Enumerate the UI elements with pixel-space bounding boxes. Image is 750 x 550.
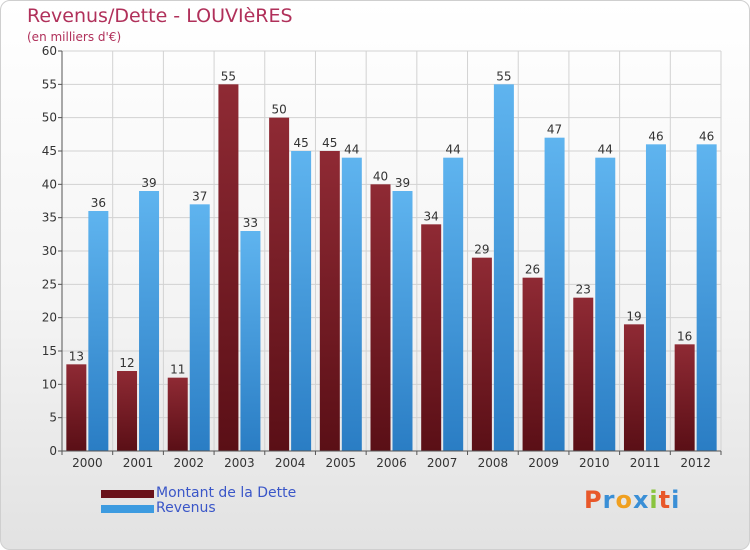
legend-label-revenus: Revenus [156, 500, 216, 516]
y-tick-label: 55 [42, 77, 57, 91]
chart-subtitle: (en milliers d'€) [27, 30, 122, 44]
data-label-dette-2007: 34 [424, 209, 439, 223]
x-tick-label-2011: 2011 [630, 456, 661, 470]
x-tick-label-2010: 2010 [579, 456, 610, 470]
y-tick-label: 20 [42, 311, 57, 325]
data-label-dette-2008: 29 [474, 243, 489, 257]
bars: 13 36 12 39 11 37 55 33 50 45 45 44 40 39 34 44 29 55 26 47… [66, 69, 717, 452]
logo-letter: x [632, 486, 650, 514]
data-label-dette-2002: 11 [170, 363, 185, 377]
bar-revenus-2009 [544, 137, 565, 451]
logo-letter: t [658, 486, 672, 514]
bar-dette-2000 [66, 364, 87, 451]
legend-swatch-revenus [101, 505, 154, 513]
x-tick-label-2003: 2003 [224, 456, 255, 470]
data-label-dette-2012: 16 [677, 329, 692, 343]
bar-revenus-2001 [139, 191, 160, 451]
y-tick-label: 40 [42, 177, 57, 191]
legend-swatch-debt [101, 490, 154, 498]
bar-dette-2007 [421, 224, 442, 451]
bar-dette-2010 [573, 297, 594, 451]
proxiti-logo: Proxiti [584, 486, 680, 514]
data-label-revenus-2012: 46 [699, 129, 714, 143]
y-tick-label: 30 [42, 244, 57, 258]
bar-dette-2011 [623, 324, 644, 451]
bar-revenus-2008 [493, 84, 514, 451]
bar-revenus-2012 [696, 144, 717, 452]
x-tick-label-2001: 2001 [123, 456, 154, 470]
bar-dette-2005 [319, 151, 340, 451]
bar-revenus-2000 [88, 211, 109, 451]
data-label-dette-2009: 26 [525, 263, 540, 277]
bar-revenus-2011 [645, 144, 666, 452]
bar-dette-2006 [370, 184, 391, 452]
data-label-dette-2010: 23 [576, 283, 591, 297]
data-label-revenus-2008: 55 [496, 69, 511, 83]
chart-title: Revenus/Dette - LOUVIèRES [27, 5, 293, 27]
bar-revenus-2002 [189, 204, 210, 451]
x-tick-label-2006: 2006 [376, 456, 407, 470]
data-label-revenus-2010: 44 [598, 143, 613, 157]
x-tick-label-2007: 2007 [427, 456, 458, 470]
data-label-revenus-2001: 39 [141, 176, 156, 190]
data-label-revenus-2009: 47 [547, 123, 562, 137]
data-label-revenus-2002: 37 [192, 189, 207, 203]
y-tick-label: 45 [42, 144, 57, 158]
logo-letter: i [649, 486, 659, 514]
data-label-revenus-2005: 44 [344, 143, 359, 157]
data-label-dette-2001: 12 [119, 356, 134, 370]
data-label-revenus-2003: 33 [243, 216, 258, 230]
y-tick-label: 10 [42, 377, 57, 391]
data-label-revenus-2007: 44 [446, 143, 461, 157]
bar-revenus-2010 [595, 157, 616, 451]
data-label-dette-2006: 40 [373, 169, 388, 183]
bar-dette-2003 [218, 84, 239, 451]
bar-revenus-2003 [240, 231, 261, 451]
y-tick-label: 5 [49, 411, 57, 425]
bar-dette-2002 [167, 377, 188, 451]
x-tick-label-2008: 2008 [478, 456, 509, 470]
x-tick-label-2000: 2000 [72, 456, 103, 470]
y-tick-label: 35 [42, 211, 57, 225]
x-tick-label-2012: 2012 [680, 456, 711, 470]
data-label-dette-2005: 45 [322, 136, 337, 150]
y-tick-label: 15 [42, 344, 57, 358]
x-tick-label-2005: 2005 [326, 456, 357, 470]
data-label-revenus-2004: 45 [293, 136, 308, 150]
grid-lines [61, 50, 722, 452]
legend-label-debt: Montant de la Dette [156, 485, 297, 501]
y-tick-label: 25 [42, 277, 57, 291]
y-tick-label: 60 [42, 44, 57, 58]
bar-dette-2008 [471, 257, 492, 451]
data-label-dette-2003: 55 [221, 69, 236, 83]
bar-dette-2004 [269, 117, 290, 452]
data-label-revenus-2006: 39 [395, 176, 410, 190]
bar-dette-2001 [117, 371, 138, 451]
data-label-dette-2000: 13 [69, 349, 84, 363]
data-label-revenus-2000: 36 [91, 196, 106, 210]
bar-revenus-2004 [291, 151, 312, 451]
bar-dette-2012 [674, 344, 695, 451]
logo-letter: i [671, 486, 681, 514]
axes: 0 5 10 15 20 25 30 35 40 45 50 55 60 2000 2001 2002 2003… [42, 44, 722, 470]
logo-letter: o [615, 486, 633, 514]
logo-letter: P [584, 486, 603, 514]
bar-revenus-2006 [392, 191, 413, 451]
bar-revenus-2005 [341, 157, 362, 451]
data-label-dette-2004: 50 [271, 103, 286, 117]
bar-revenus-2007 [443, 157, 464, 451]
y-tick-label: 50 [42, 111, 57, 125]
data-label-revenus-2011: 46 [648, 129, 663, 143]
bar-dette-2009 [522, 277, 543, 451]
x-tick-label-2009: 2009 [528, 456, 559, 470]
x-tick-label-2004: 2004 [275, 456, 306, 470]
x-tick-label-2002: 2002 [173, 456, 204, 470]
data-label-dette-2011: 19 [626, 309, 641, 323]
y-tick-label: 0 [49, 444, 57, 458]
logo-letter: r [602, 486, 616, 514]
